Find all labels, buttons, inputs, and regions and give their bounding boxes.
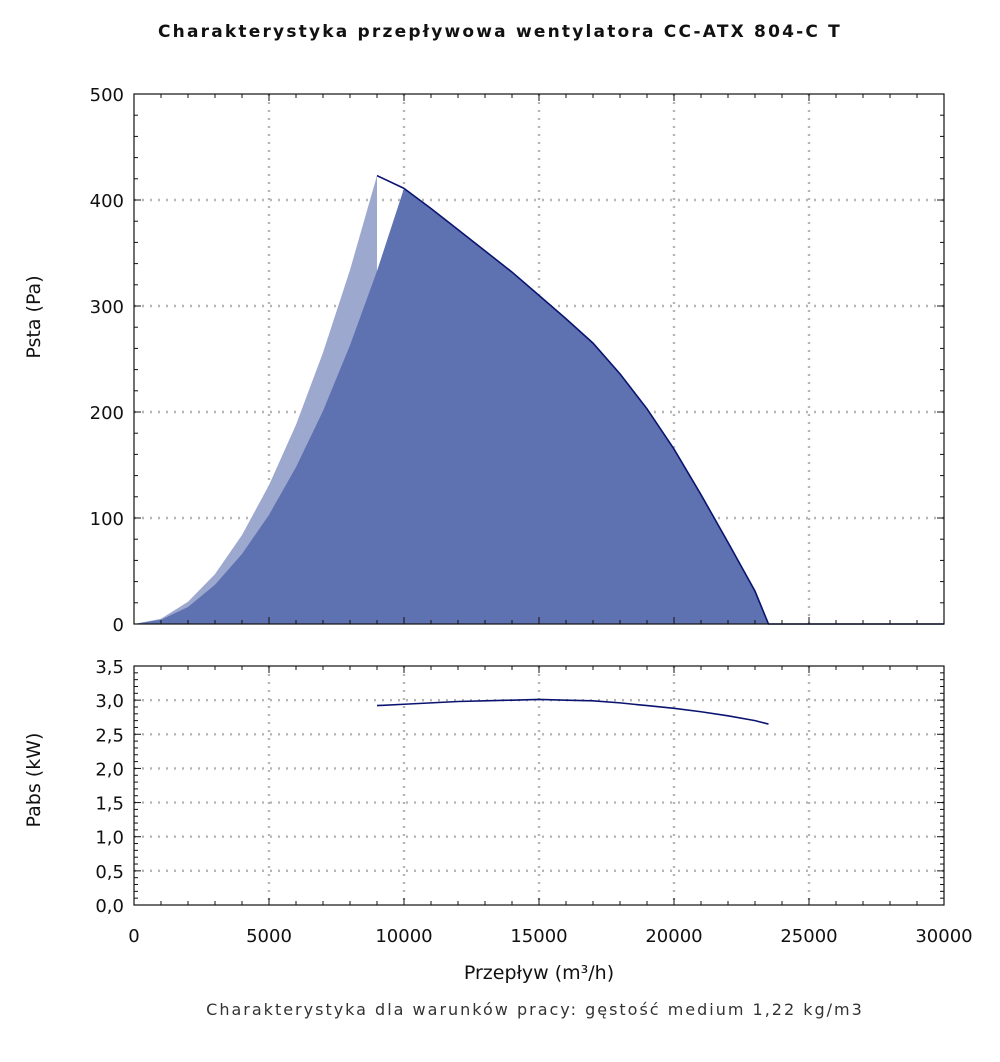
upper-plot-y-axis-label: Psta (Pa) [23,275,45,358]
upper-plot-y-tick-label: 0 [113,615,124,636]
lower-plot-y-tick-label: 1,0 [95,828,124,849]
x-tick-label: 15000 [510,926,567,947]
chart-title: Charakterystyka przepływowa wentylatora … [158,22,842,42]
upper-plot-area-main [134,188,944,624]
x-tick-labels: 0 5000 10000 15000 20000 25000 30000 [128,926,972,947]
lower-plot-y-tick-label: 2,5 [95,725,124,746]
lower-plot-y-tick-label: 1,5 [95,794,124,815]
upper-plot-ticks [133,93,945,625]
lower-plot-y-tick-labels: 0,0 0,5 1,0 1,5 2,0 2,5 3,0 3,5 [95,657,124,917]
x-tick-label: 25000 [780,926,837,947]
upper-plot-curve-line [403,187,944,625]
x-tick-label: 10000 [375,926,432,947]
chart-footnote: Charakterystyka dla warunków pracy: gęst… [206,1000,864,1019]
lower-plot: 0,0 0,5 1,0 1,5 2,0 2,5 3,0 3,5 0 5000 10000 15000… [23,657,973,984]
upper-plot: 0 100 200 300 400 500 Psta (Pa) [23,85,945,636]
x-tick-label: 20000 [645,926,702,947]
lower-plot-y-axis-label: Pabs (kW) [23,733,45,828]
upper-plot-y-tick-label: 200 [90,403,124,424]
upper-plot-y-tick-labels: 0 100 200 300 400 500 [90,85,124,636]
lower-plot-y-tick-label: 0,5 [95,862,124,883]
lower-plot-y-tick-label: 2,0 [95,759,124,780]
x-tick-label: 5000 [246,926,292,947]
lower-plot-power-line [376,698,769,725]
upper-plot-y-tick-label: 300 [90,297,124,318]
upper-plot-y-tick-label: 400 [90,191,124,212]
upper-plot-peak-edge [376,174,405,190]
upper-plot-y-tick-label: 500 [90,85,124,106]
lower-plot-ticks [133,665,945,906]
x-axis-label: Przepływ (m³/h) [464,962,614,984]
lower-plot-gridlines [134,666,944,905]
lower-plot-y-tick-label: 0,0 [95,896,124,917]
lower-plot-y-tick-label: 3,0 [95,691,124,712]
x-tick-label: 0 [128,926,139,947]
upper-plot-y-tick-label: 100 [90,509,124,530]
x-tick-label: 30000 [915,926,972,947]
lower-plot-frame [133,665,945,906]
lower-plot-y-tick-label: 3,5 [95,657,124,678]
